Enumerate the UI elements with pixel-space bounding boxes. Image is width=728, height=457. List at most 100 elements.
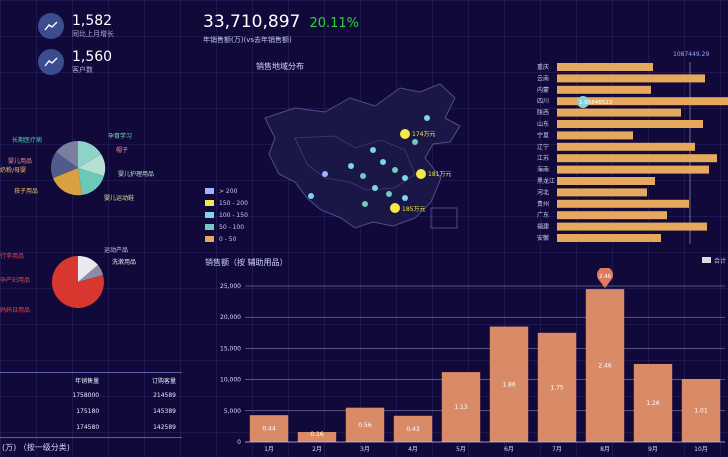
- province-bar[interactable]: [557, 211, 667, 220]
- province-bar[interactable]: [557, 234, 661, 242]
- legend-label: 合计: [714, 257, 726, 265]
- pie-label: 婴儿运动鞋: [104, 194, 134, 202]
- pie-slice[interactable]: [51, 255, 104, 308]
- x-tick-label: 6月: [504, 446, 514, 453]
- sales-value: 33,710,897: [203, 12, 301, 32]
- province-bar[interactable]: [557, 222, 707, 231]
- trend-icon: [38, 49, 64, 75]
- province-label: 福建: [537, 223, 549, 231]
- map-bubble[interactable]: 181万元: [416, 169, 451, 179]
- x-tick-label: 2月: [312, 446, 322, 453]
- svg-text:185万元: 185万元: [402, 206, 425, 213]
- pie-slice[interactable]: [78, 168, 104, 195]
- bar[interactable]: [681, 378, 721, 442]
- province-bar[interactable]: [557, 177, 655, 185]
- map-title: 销售地域分布: [256, 62, 304, 71]
- bar[interactable]: [345, 407, 385, 442]
- bar[interactable]: [537, 332, 577, 442]
- sales-table: 年销售量 订购客量 1758000 214589 175180 145389 174…: [0, 372, 182, 438]
- pie-slice[interactable]: [78, 141, 101, 168]
- province-label: 重庆: [537, 63, 549, 71]
- table-header: 年销售量: [75, 377, 100, 385]
- province-bar[interactable]: [557, 120, 703, 128]
- legend-item[interactable]: 150 - 200: [205, 197, 248, 209]
- pie-label: 妈妈日用品: [0, 306, 30, 314]
- bar[interactable]: [585, 289, 625, 442]
- map-bubble[interactable]: 185万元: [390, 203, 425, 213]
- province-label: 陕西: [537, 109, 549, 117]
- pie-label: 孕育学习: [108, 132, 132, 140]
- legend-swatch[interactable]: [702, 257, 711, 263]
- bar[interactable]: [249, 415, 289, 442]
- legend-item[interactable]: 0 - 50: [205, 233, 248, 245]
- x-tick-label: 1月: [264, 446, 274, 453]
- province-bar[interactable]: [557, 154, 717, 163]
- bar[interactable]: [297, 432, 337, 442]
- bar-chart-title: 销售额（按 辅助用品）: [205, 258, 288, 267]
- bar-data-label: 1.01: [694, 407, 708, 414]
- province-label: 内蒙: [537, 86, 549, 94]
- growth-value: 1,582: [72, 13, 113, 29]
- customers-label: 客户数: [72, 66, 93, 74]
- province-bar[interactable]: [557, 85, 651, 94]
- province-bar[interactable]: [557, 108, 681, 117]
- province-bar[interactable]: [557, 63, 653, 71]
- province-bar[interactable]: [557, 199, 689, 208]
- table-row[interactable]: 1758000 214589: [72, 391, 176, 399]
- province-bar[interactable]: [557, 165, 709, 174]
- province-bar[interactable]: [557, 97, 728, 106]
- bar[interactable]: [489, 326, 529, 442]
- pie-slice[interactable]: [53, 168, 82, 196]
- pie-label: 长期医疗病: [12, 136, 42, 144]
- bar-data-label: 2.46: [598, 363, 612, 370]
- legend-item[interactable]: 100 - 150: [205, 209, 248, 221]
- table-row[interactable]: 174580 142589: [76, 423, 176, 431]
- table-footer: (万) （按一级分类): [2, 443, 70, 452]
- x-tick-label: 7月: [552, 446, 562, 453]
- map-bubble[interactable]: 174万元: [400, 129, 435, 139]
- map-legend: > 200 150 - 200 100 - 150 50 - 100 0 - 5…: [205, 185, 248, 245]
- province-bar[interactable]: [557, 131, 633, 140]
- bar[interactable]: [393, 415, 433, 442]
- province-bar[interactable]: [557, 142, 695, 151]
- kpi-customers: 1,560 客户数: [38, 49, 112, 75]
- bar-data-label: 1.75: [550, 384, 564, 391]
- customers-value: 1,560: [72, 49, 113, 65]
- svg-text:174万元: 174万元: [412, 131, 435, 138]
- province-label: 辽宁: [537, 143, 549, 151]
- province-bar[interactable]: [557, 188, 647, 197]
- province-label: 山东: [537, 120, 549, 128]
- bar-data-label: 0.16: [310, 431, 324, 438]
- pie-slice[interactable]: [78, 154, 106, 176]
- pie-label: 孕产妇用品: [0, 276, 30, 284]
- legend-swatch: [205, 236, 214, 242]
- growth-pct: 20.11%: [309, 16, 360, 31]
- pie-slice[interactable]: [78, 255, 98, 282]
- x-tick-label: 5月: [456, 446, 466, 453]
- bar[interactable]: [441, 372, 481, 442]
- legend-swatch: [205, 224, 214, 230]
- x-tick-label: 4月: [408, 446, 418, 453]
- pie-slice[interactable]: [78, 265, 103, 282]
- bubble-marker[interactable]: 1.95846523: [577, 96, 613, 108]
- bar-data-label: 1.26: [646, 400, 660, 407]
- province-label: 江苏: [537, 154, 549, 162]
- pie-label: 行李用品: [0, 252, 24, 260]
- pie-slice[interactable]: [56, 140, 78, 168]
- sales-bar-chart: 0 5,000 10,000 15,000 20,000 25,000 0.44 1月 0.1…: [220, 268, 725, 453]
- peak-marker[interactable]: 2.46: [597, 268, 613, 289]
- pie-slice[interactable]: [50, 152, 78, 178]
- province-bar[interactable]: [557, 74, 705, 83]
- legend-item[interactable]: 50 - 100: [205, 221, 248, 233]
- bar[interactable]: [633, 364, 673, 442]
- svg-text:181万元: 181万元: [428, 171, 451, 178]
- province-label: 宁夏: [537, 131, 549, 139]
- bar-data-label: 0.56: [358, 422, 372, 429]
- legend-item[interactable]: > 200: [205, 185, 248, 197]
- table-row[interactable]: 175180 145389: [76, 407, 176, 415]
- y-tick-label: 25,000: [220, 283, 241, 290]
- growth-label: 同比上月增长: [72, 30, 114, 38]
- top-value-label: 1087449.29: [673, 51, 709, 58]
- y-tick-label: 10,000: [220, 377, 241, 384]
- svg-text:2.46: 2.46: [599, 274, 612, 280]
